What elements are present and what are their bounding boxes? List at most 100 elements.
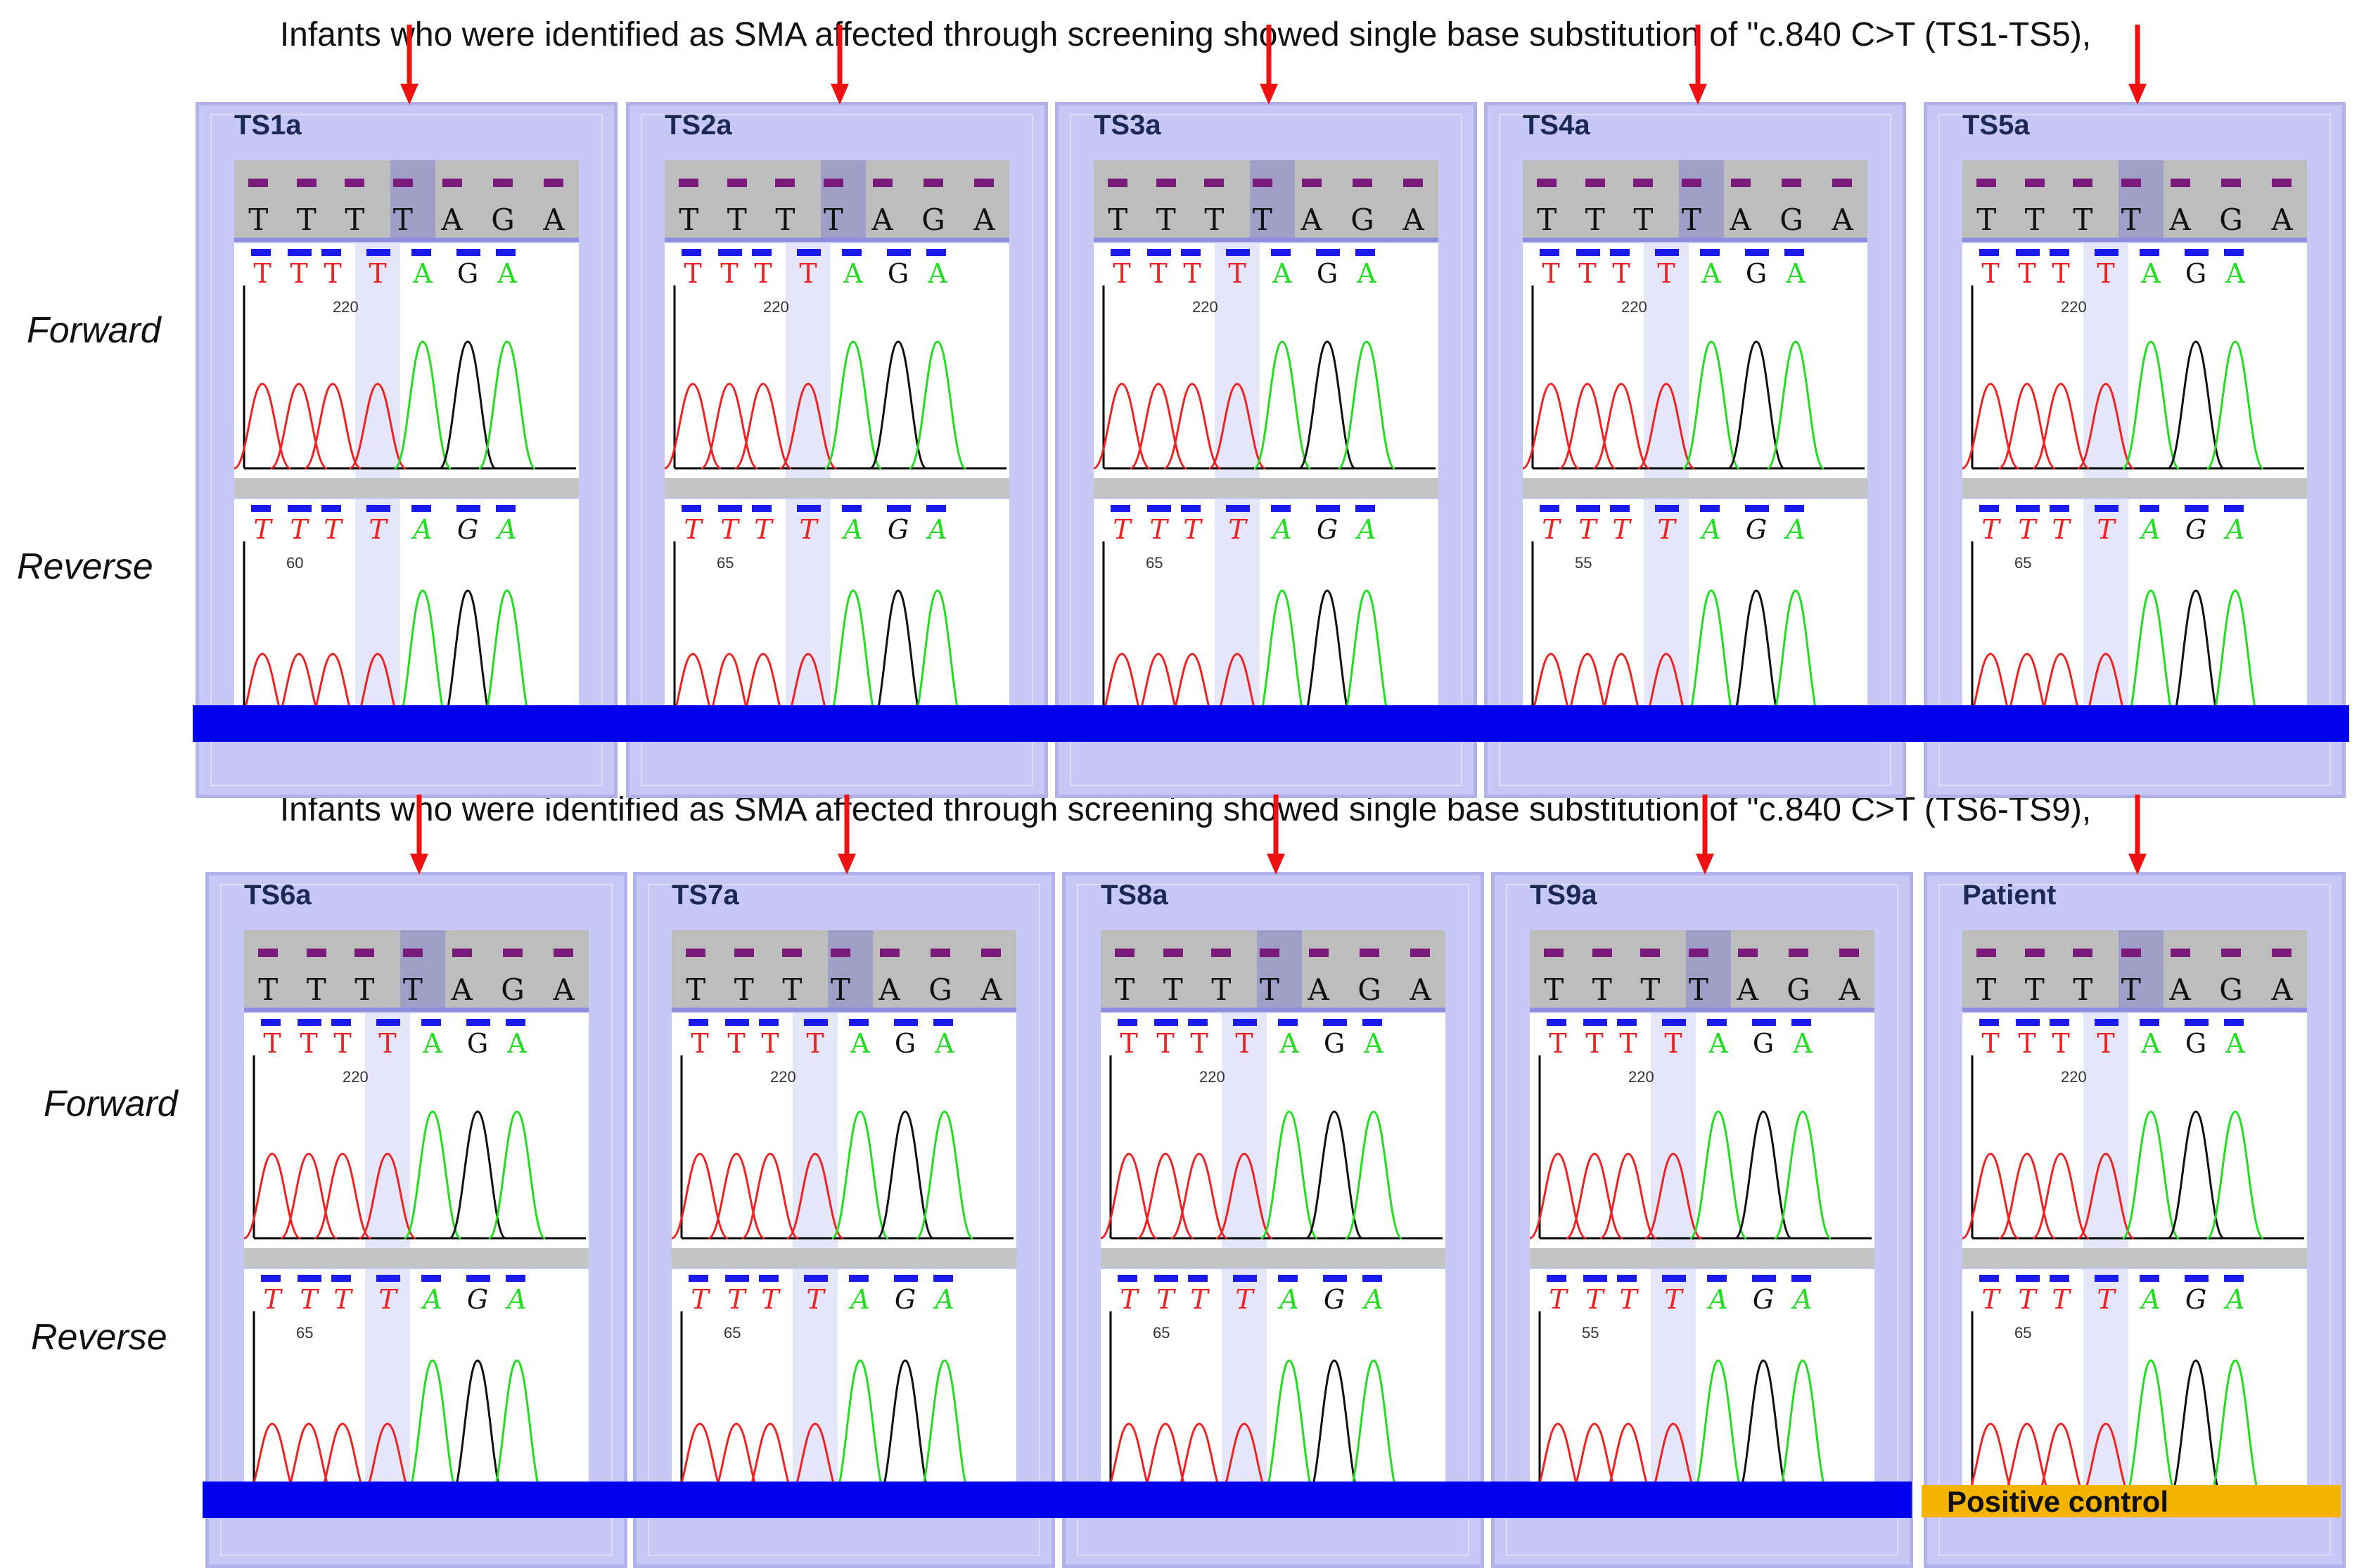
bottom-3-fwd-quality-3	[1662, 1019, 1686, 1026]
consensus-base: T	[1108, 179, 1128, 237]
bottom-2-fwd-quality-0	[1118, 1019, 1137, 1026]
bottom-0-fwd-quality-2	[331, 1019, 351, 1026]
top-0-rev-base-0: T	[253, 514, 273, 545]
bottom-0-fwd-peak-4	[404, 1110, 461, 1240]
bottom-2-rev-base-6: A	[1362, 1284, 1383, 1315]
top-4-fwd-peak-4	[2122, 340, 2180, 470]
consensus-base: T	[354, 949, 375, 1007]
bottom-0-fwd-base-3: T	[378, 1028, 396, 1059]
top-4-rev-base-1: T	[2018, 514, 2038, 545]
bottom-4-reverse-svg: T T T T A G A65	[1962, 1269, 2304, 1511]
bottom-0-rev-base-2: T	[333, 1284, 353, 1315]
mutation-column	[828, 930, 873, 1008]
mutation-arrow-icon	[409, 795, 430, 880]
top-2-rev-base-6: A	[1355, 514, 1376, 545]
top-0-fwd-base-2: T	[324, 258, 341, 289]
consensus-base: T	[823, 179, 843, 237]
bottom-1-rev-base-0: T	[691, 1284, 710, 1315]
bottom-0-rev-base-0: T	[263, 1284, 283, 1315]
bottom-1-fwd-highlight	[793, 1013, 838, 1248]
positive-control-bar	[1922, 1485, 2341, 1517]
consensus-base: T	[782, 949, 803, 1007]
top-2-rev-peak-5	[1298, 589, 1356, 733]
top-4-fwd-base-1: T	[2018, 258, 2036, 289]
consensus-base: T	[1204, 179, 1225, 237]
top-2-fwd-peak-4	[1253, 340, 1311, 470]
consensus-base: A	[973, 179, 995, 237]
top-1-fwd-quality-3	[797, 249, 821, 256]
bottom-1-fwd-peak-2	[741, 1152, 799, 1240]
chromatogram-panel: TS2a T T T T A G A T T T T A G A 220 T T T T A G A 65	[626, 102, 1048, 798]
bottom-3-rev-position: 55	[1582, 1324, 1599, 1342]
bottom-1-rev-base-1: T	[727, 1284, 747, 1315]
bottom-1-fwd-base-1: T	[727, 1028, 745, 1059]
bottom-4-rev-quality-6	[2224, 1275, 2244, 1282]
bottom-1-fwd-quality-2	[759, 1019, 779, 1026]
consensus-base: T	[258, 949, 279, 1007]
bottom-0-fwd-base-1: T	[300, 1028, 317, 1059]
bottom-2-fwd-base-4: A	[1279, 1028, 1299, 1059]
top-2-rev-base-5: G	[1317, 514, 1338, 545]
top-4-fwd-base-4: A	[2140, 258, 2161, 289]
bottom-1-fwd-base-4: A	[850, 1028, 870, 1059]
bottom-3-reverse-svg: T T T T A G A55	[1530, 1269, 1872, 1511]
top-4-fwd-highlight	[2083, 243, 2128, 478]
chromatogram-panel: TS8a T T T T A G A T T T T A G A 220 T T T T A G A 65	[1062, 872, 1484, 1568]
top-2-fwd-peak-5	[1298, 340, 1356, 470]
top-1-fwd-quality-2	[752, 249, 772, 256]
consensus-base: T	[296, 179, 317, 237]
top-2-fwd-peak-6	[1338, 340, 1395, 470]
bottom-2-fwd-peak-0	[1101, 1152, 1158, 1240]
bottom-0-rev-base-3: T	[378, 1284, 398, 1315]
consensus-base: A	[1730, 179, 1751, 237]
top-4-fwd-peak-6	[2206, 340, 2264, 470]
mutation-column	[390, 160, 435, 238]
chromatogram-panel: TS6a T T T T A G A T T T T A G A 220 T T T T A G A 65	[205, 872, 627, 1568]
top-0-rev-quality-6	[496, 505, 516, 512]
bottom-2-rev-peak-5	[1305, 1359, 1363, 1503]
chromatogram-panel: Patient T T T T A G A T T T T A G A 220 T T T T A G A 65	[1924, 872, 2346, 1568]
consensus-base: T	[1115, 949, 1135, 1007]
top-0-fwd-base-6: A	[497, 258, 517, 289]
top-3-rev-quality-4	[1700, 505, 1720, 512]
top-1-fwd-highlight	[786, 243, 831, 478]
top-0-rev-position: 60	[286, 554, 303, 572]
top-2-rev-quality-2	[1181, 505, 1201, 512]
bottom-1-fwd-peak-5	[876, 1110, 934, 1240]
top-0-fwd-quality-2	[321, 249, 341, 256]
top-2-fwd-peak-2	[1163, 383, 1221, 470]
bottom-4-fwd-peak-4	[2122, 1110, 2180, 1240]
bottom-2-rev-base-0: T	[1120, 1284, 1139, 1315]
mutation-column	[1686, 930, 1731, 1008]
top-2-rev-base-1: T	[1149, 514, 1169, 545]
consensus-base: G	[2219, 949, 2243, 1007]
top-2-fwd-base-3: T	[1228, 258, 1246, 289]
bottom-1-rev-peak-4	[831, 1359, 889, 1503]
bottom-3-rev-quality-2	[1617, 1275, 1637, 1282]
bottom-4-fwd-base-4: A	[2140, 1028, 2161, 1059]
bottom-1-fwd-quality-4	[849, 1019, 869, 1026]
top-4-fwd-peak-5	[2167, 340, 2225, 470]
bottom-1-rev-base-6: A	[933, 1284, 954, 1315]
consensus-base: A	[2271, 179, 2293, 237]
top-2-rev-quality-1	[1147, 505, 1171, 512]
bottom-1-rev-quality-3	[804, 1275, 828, 1282]
bottom-4-rev-base-3: T	[2097, 1284, 2116, 1315]
consensus-base: T	[1640, 949, 1661, 1007]
top-1-rev-base-5: G	[888, 514, 909, 545]
bottom-1-rev-quality-1	[725, 1275, 749, 1282]
top-2-rev-quality-4	[1271, 505, 1291, 512]
top-3-fwd-peak-6	[1767, 340, 1824, 470]
bottom-1-fwd-peak-4	[831, 1110, 889, 1240]
consensus-base: A	[451, 949, 473, 1007]
mutation-arrow-icon	[829, 25, 850, 110]
panel-title: TS9a	[1530, 880, 1597, 911]
bottom-2-rev-quality-4	[1278, 1275, 1298, 1282]
bottom-2-fwd-base-1: T	[1156, 1028, 1174, 1059]
consensus-base: T	[248, 179, 269, 237]
bottom-2-rev-base-4: A	[1277, 1284, 1298, 1315]
bottom-2-fwd-peak-1	[1137, 1152, 1194, 1240]
